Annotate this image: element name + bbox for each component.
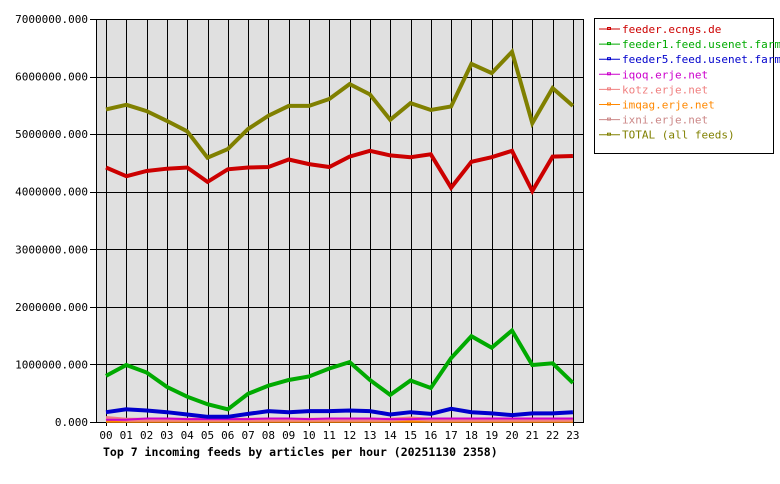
x-tick-label: 04 (181, 429, 195, 442)
chart-title: Top 7 incoming feeds by articles per hou… (103, 445, 498, 459)
x-tick-label: 20 (505, 429, 518, 442)
x-tick-label: 06 (221, 429, 234, 442)
y-tick-label: 5000000.000 (15, 128, 88, 141)
legend-label: feeder.ecngs.de (622, 23, 721, 36)
x-axis: 00 01 02 03 04 05 06 07 08 09 10 11 12 13 14 15 16 17 18 19… (99, 429, 579, 442)
x-tick-label: 01 (120, 429, 133, 442)
legend-label: imqag.erje.net (622, 99, 715, 112)
y-tick-label: 2000000.000 (15, 301, 88, 314)
x-tick-label: 07 (241, 429, 254, 442)
x-tick-label: 23 (566, 429, 579, 442)
x-tick-label: 16 (424, 429, 437, 442)
legend-item: feeder5.feed.usenet.farm (599, 53, 780, 66)
x-tick-label: 12 (343, 429, 356, 442)
y-tick-label: 6000000.000 (15, 71, 88, 84)
legend-label: feeder1.feed.usenet.farm (622, 38, 780, 51)
x-tick-label: 00 (99, 429, 112, 442)
x-tick-label: 02 (140, 429, 153, 442)
legend-label: feeder5.feed.usenet.farm (622, 53, 780, 66)
plot-background (96, 19, 583, 422)
y-tick-label: 3000000.000 (15, 243, 88, 256)
legend-label: kotz.erje.net (622, 83, 708, 96)
y-axis: 0.000 1000000.000 2000000.000 3000000.000 40… (15, 13, 96, 429)
x-tick-label: 10 (302, 429, 315, 442)
x-tick-label: 17 (444, 429, 457, 442)
x-tick-label: 09 (282, 429, 295, 442)
x-tick-label: 19 (485, 429, 498, 442)
x-tick-label: 11 (323, 429, 336, 442)
legend-label: iqoq.erje.net (622, 68, 708, 81)
plot-area (96, 19, 583, 422)
y-tick-label: 7000000.000 (15, 13, 88, 26)
x-tick-label: 05 (201, 429, 214, 442)
y-tick-label: 0.000 (55, 416, 88, 429)
x-tick-label: 22 (546, 429, 559, 442)
legend-item: feeder1.feed.usenet.farm (599, 38, 780, 51)
x-tick-label: 15 (404, 429, 417, 442)
y-tick-label: 4000000.000 (15, 186, 88, 199)
x-tick-label: 18 (465, 429, 478, 442)
x-tick-label: 08 (262, 429, 275, 442)
y-tick-label: 1000000.000 (15, 358, 88, 371)
legend-label: TOTAL (all feeds) (622, 129, 735, 142)
x-tick-label: 13 (363, 429, 376, 442)
x-tick-label: 21 (526, 429, 539, 442)
legend: feeder.ecngs.de feeder1.feed.usenet.farm f… (595, 19, 780, 154)
x-tick-label: 03 (160, 429, 173, 442)
legend-label: ixni.erje.net (622, 114, 708, 127)
x-tick-label: 14 (384, 429, 398, 442)
